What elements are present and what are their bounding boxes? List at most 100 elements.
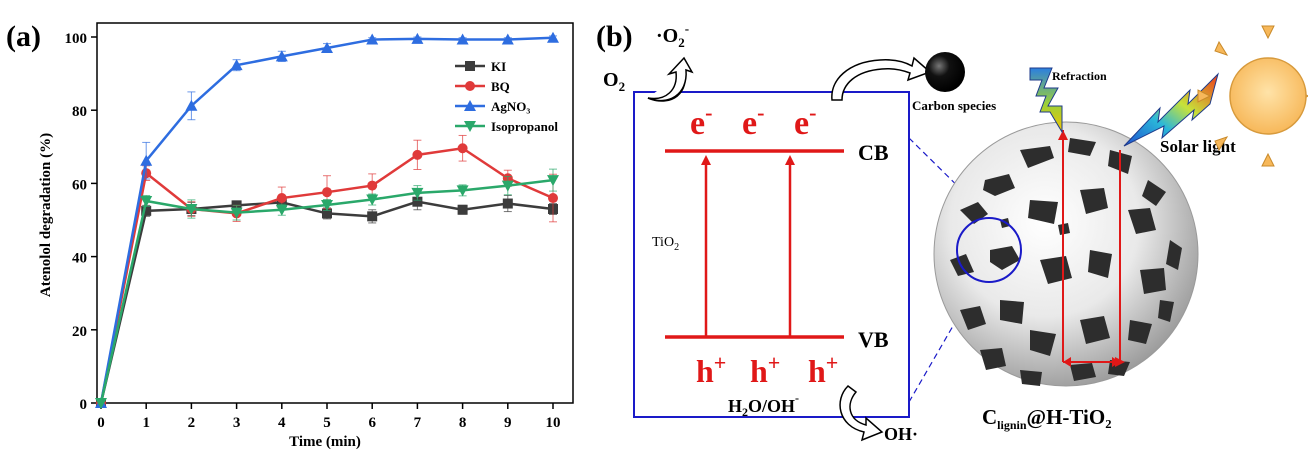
hydroxyl-radical-label: OH·: [884, 424, 918, 444]
y-tick-label: 60: [72, 177, 87, 193]
data-point: [457, 143, 468, 154]
hole-2: h+: [750, 350, 780, 389]
hole-1: h+: [696, 350, 726, 389]
y-axis-ticks: 0 20 40 60 80 100: [65, 31, 97, 413]
data-point: [185, 99, 198, 111]
x-axis-label: Time (min): [289, 434, 361, 450]
data-point: [276, 193, 287, 204]
x-tick-label: 3: [233, 415, 241, 431]
panel-a-label: (a): [6, 20, 41, 53]
x-tick-label: 9: [504, 415, 512, 431]
data-point: [412, 149, 423, 160]
legend-label: KI: [491, 59, 506, 74]
legend-label: Isopropanol: [491, 119, 558, 134]
data-point: [411, 32, 424, 44]
electron-row: e- e- e-: [690, 100, 816, 142]
light-path: [1062, 130, 1125, 367]
o2-to-superoxide-arrow: [647, 56, 694, 102]
x-tick-label: 0: [97, 415, 105, 431]
data-point: [322, 208, 332, 219]
carbon-species-ball: [925, 52, 965, 92]
series-line: [99, 200, 554, 404]
data-point: [275, 204, 288, 216]
degradation-chart: 0 1 2 3 4 5 6 7 8 9 10 0 20 40 60 80 100 Time (min) Ate…: [38, 22, 574, 450]
water-hydroxide-label: H2O/OH-: [728, 391, 799, 419]
data-point: [366, 33, 379, 45]
data-point: [457, 204, 468, 215]
superoxide-label: ·O2-: [656, 21, 689, 50]
band-diagram-box: [633, 91, 910, 418]
cb-label: CB: [858, 140, 889, 165]
legend-marker: [464, 121, 476, 132]
refraction-bolt-icon: [1029, 67, 1063, 134]
refraction-label: Refraction: [1052, 69, 1107, 83]
hole-row: h+ h+ h+: [696, 350, 838, 389]
catalyst-sphere: [933, 121, 1199, 387]
electron-2: e-: [742, 100, 764, 142]
data-point: [366, 194, 379, 206]
legend-marker: [465, 61, 475, 71]
data-point: [140, 195, 153, 207]
data-point: [456, 33, 469, 45]
data-point: [230, 207, 243, 219]
y-tick-label: 80: [72, 104, 87, 120]
tio2-label: TiO2: [652, 235, 679, 253]
data-point: [411, 187, 424, 199]
data-point: [501, 180, 514, 192]
data-point: [185, 204, 198, 216]
y-tick-label: 0: [80, 397, 88, 413]
data-point: [547, 175, 559, 187]
x-tick-label: 7: [414, 415, 422, 431]
data-point: [367, 211, 378, 222]
data-point: [322, 187, 332, 198]
x-tick-label: 1: [142, 415, 150, 431]
hole-to-hydroxyl-arrow: [839, 385, 884, 442]
y-tick-label: 100: [65, 31, 88, 47]
electron-3: e-: [794, 100, 816, 142]
data-point: [412, 196, 423, 207]
x-tick-label: 10: [546, 415, 561, 431]
data-point: [547, 31, 559, 43]
data-point: [230, 59, 243, 71]
panel-b-label: (b): [596, 20, 633, 53]
cb-to-carbon-arrow: [831, 56, 932, 101]
legend-label: BQ: [491, 79, 510, 94]
y-axis-label: Atenolol degradation (%): [38, 133, 54, 297]
catalyst-label: Clignin@H-TiO₂: [982, 405, 1112, 432]
data-point: [321, 199, 333, 211]
data-point: [501, 33, 514, 45]
oxygen-label: O2: [603, 69, 625, 94]
x-axis-ticks: 0 1 2 3 4 5 6 7 8 9 10: [97, 403, 561, 431]
sun-icon: [1197, 25, 1308, 167]
electron-1: e-: [690, 100, 712, 142]
hole-3: h+: [808, 350, 838, 389]
data-point: [275, 50, 288, 62]
zoom-circle: [956, 217, 1022, 283]
vb-label: VB: [858, 327, 889, 352]
series-0: [96, 193, 558, 408]
y-tick-label: 40: [72, 251, 87, 267]
legend-marker: [465, 81, 475, 91]
data-point: [140, 154, 153, 166]
legend: KI BQ AgNO₃ Isopropanol: [455, 59, 558, 134]
series-layer: [95, 31, 559, 409]
x-tick-label: 4: [278, 415, 286, 431]
solar-light-bolt-icon: [1123, 72, 1219, 147]
series-3: [95, 168, 559, 409]
data-point: [141, 205, 152, 216]
x-tick-label: 6: [368, 415, 376, 431]
series-2: [95, 31, 559, 408]
data-point: [321, 41, 333, 53]
x-tick-label: 8: [459, 415, 467, 431]
x-tick-label: 5: [323, 415, 331, 431]
y-tick-label: 20: [72, 324, 87, 340]
series-line: [99, 36, 554, 404]
data-point: [95, 398, 107, 409]
legend-label: AgNO₃: [491, 99, 530, 114]
data-point: [367, 180, 378, 191]
data-point: [502, 198, 513, 209]
x-tick-label: 2: [188, 415, 196, 431]
legend-marker: [464, 100, 476, 111]
data-point: [548, 193, 558, 204]
series-1: [96, 134, 558, 408]
